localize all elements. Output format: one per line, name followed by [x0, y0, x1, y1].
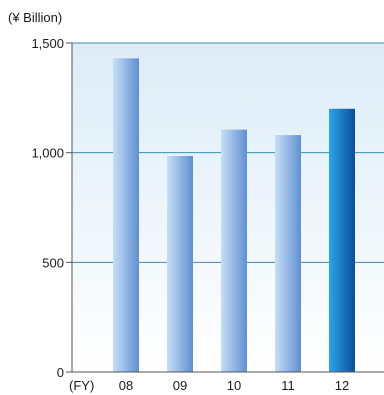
y-tick-label: 0	[57, 365, 64, 380]
bar-fy10	[221, 129, 247, 372]
y-tick-label: 500	[42, 255, 64, 270]
x-tick-label: 10	[227, 378, 241, 393]
bar-fy11	[275, 135, 301, 372]
y-tick-label: 1,500	[31, 36, 64, 51]
x-axis-prefix-label: (FY)	[69, 378, 94, 393]
y-axis-unit-label: (¥ Billion)	[8, 10, 62, 25]
bar-fy08	[113, 58, 139, 372]
y-tick-label: 1,000	[31, 146, 64, 161]
bars	[113, 58, 355, 373]
x-tick-label: 11	[281, 378, 295, 393]
x-tick-label: 12	[335, 378, 349, 393]
axes: 0 500 1,000 1,500 08 09 10 11 12	[31, 36, 384, 393]
bar-fy09	[167, 155, 193, 372]
x-tick-label: 08	[119, 378, 133, 393]
x-tick-label: 09	[173, 378, 187, 393]
bar-fy12	[329, 108, 355, 373]
